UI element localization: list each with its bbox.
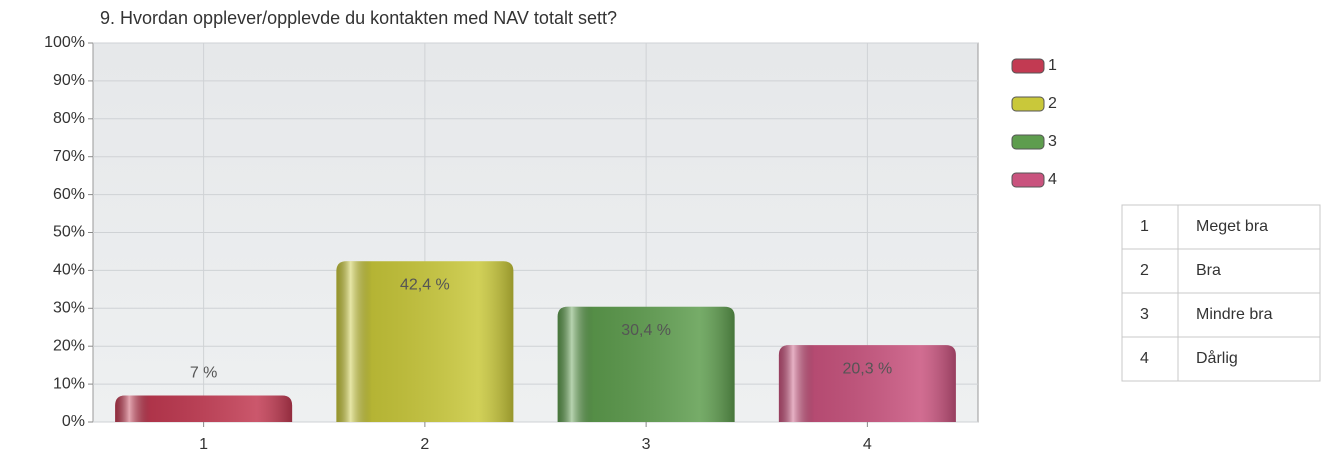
y-tick-label: 40% bbox=[53, 262, 85, 279]
y-tick-label: 20% bbox=[53, 337, 85, 354]
value-label: 30,4 % bbox=[621, 322, 671, 339]
table-cell bbox=[1177, 292, 1321, 338]
y-tick-label: 100% bbox=[44, 34, 85, 51]
legend-swatch bbox=[1011, 58, 1045, 74]
legend-swatch bbox=[1011, 134, 1045, 150]
y-tick-label: 60% bbox=[53, 186, 85, 203]
table-text: 3 bbox=[1140, 306, 1149, 323]
bar-shine bbox=[778, 345, 956, 422]
legend-swatch bbox=[1011, 172, 1045, 188]
chart-title: 9. Hvordan opplever/opplevde du kontakte… bbox=[100, 8, 617, 28]
table-text: Meget bra bbox=[1196, 218, 1268, 235]
y-tick-label: 70% bbox=[53, 148, 85, 165]
legend-swatch bbox=[1011, 96, 1045, 112]
table-text: 1 bbox=[1140, 218, 1149, 235]
table-cell bbox=[1121, 336, 1179, 382]
table-cell bbox=[1121, 292, 1179, 338]
table-text: Bra bbox=[1196, 262, 1221, 279]
legend-label: 4 bbox=[1048, 171, 1057, 188]
y-tick-label: 80% bbox=[53, 110, 85, 127]
table-text: 4 bbox=[1140, 350, 1149, 367]
x-tick-label: 3 bbox=[642, 436, 651, 453]
y-tick-label: 50% bbox=[53, 224, 85, 241]
y-tick-label: 90% bbox=[53, 72, 85, 89]
table-cell bbox=[1177, 248, 1321, 294]
y-tick-label: 0% bbox=[62, 413, 85, 430]
y-tick-label: 10% bbox=[53, 375, 85, 392]
table-cell bbox=[1121, 204, 1179, 250]
bar-shine bbox=[336, 261, 514, 422]
x-tick-label: 4 bbox=[863, 436, 872, 453]
table-cell bbox=[1177, 204, 1321, 250]
value-label: 7 % bbox=[190, 365, 218, 382]
table-text: Mindre bra bbox=[1196, 306, 1273, 323]
value-label: 42,4 % bbox=[400, 277, 450, 294]
table-text: Dårlig bbox=[1196, 349, 1238, 367]
legend-label: 2 bbox=[1048, 95, 1057, 112]
table-cell bbox=[1121, 248, 1179, 294]
x-tick-label: 2 bbox=[420, 436, 429, 453]
legend-label: 3 bbox=[1048, 133, 1057, 150]
bar-shine bbox=[557, 306, 735, 422]
y-tick-label: 30% bbox=[53, 300, 85, 317]
bar-shine bbox=[115, 395, 293, 422]
legend-label: 1 bbox=[1048, 57, 1057, 74]
value-label: 20,3 % bbox=[842, 360, 892, 377]
x-tick-label: 1 bbox=[199, 436, 208, 453]
table-cell bbox=[1177, 336, 1321, 382]
table-text: 2 bbox=[1140, 262, 1149, 279]
